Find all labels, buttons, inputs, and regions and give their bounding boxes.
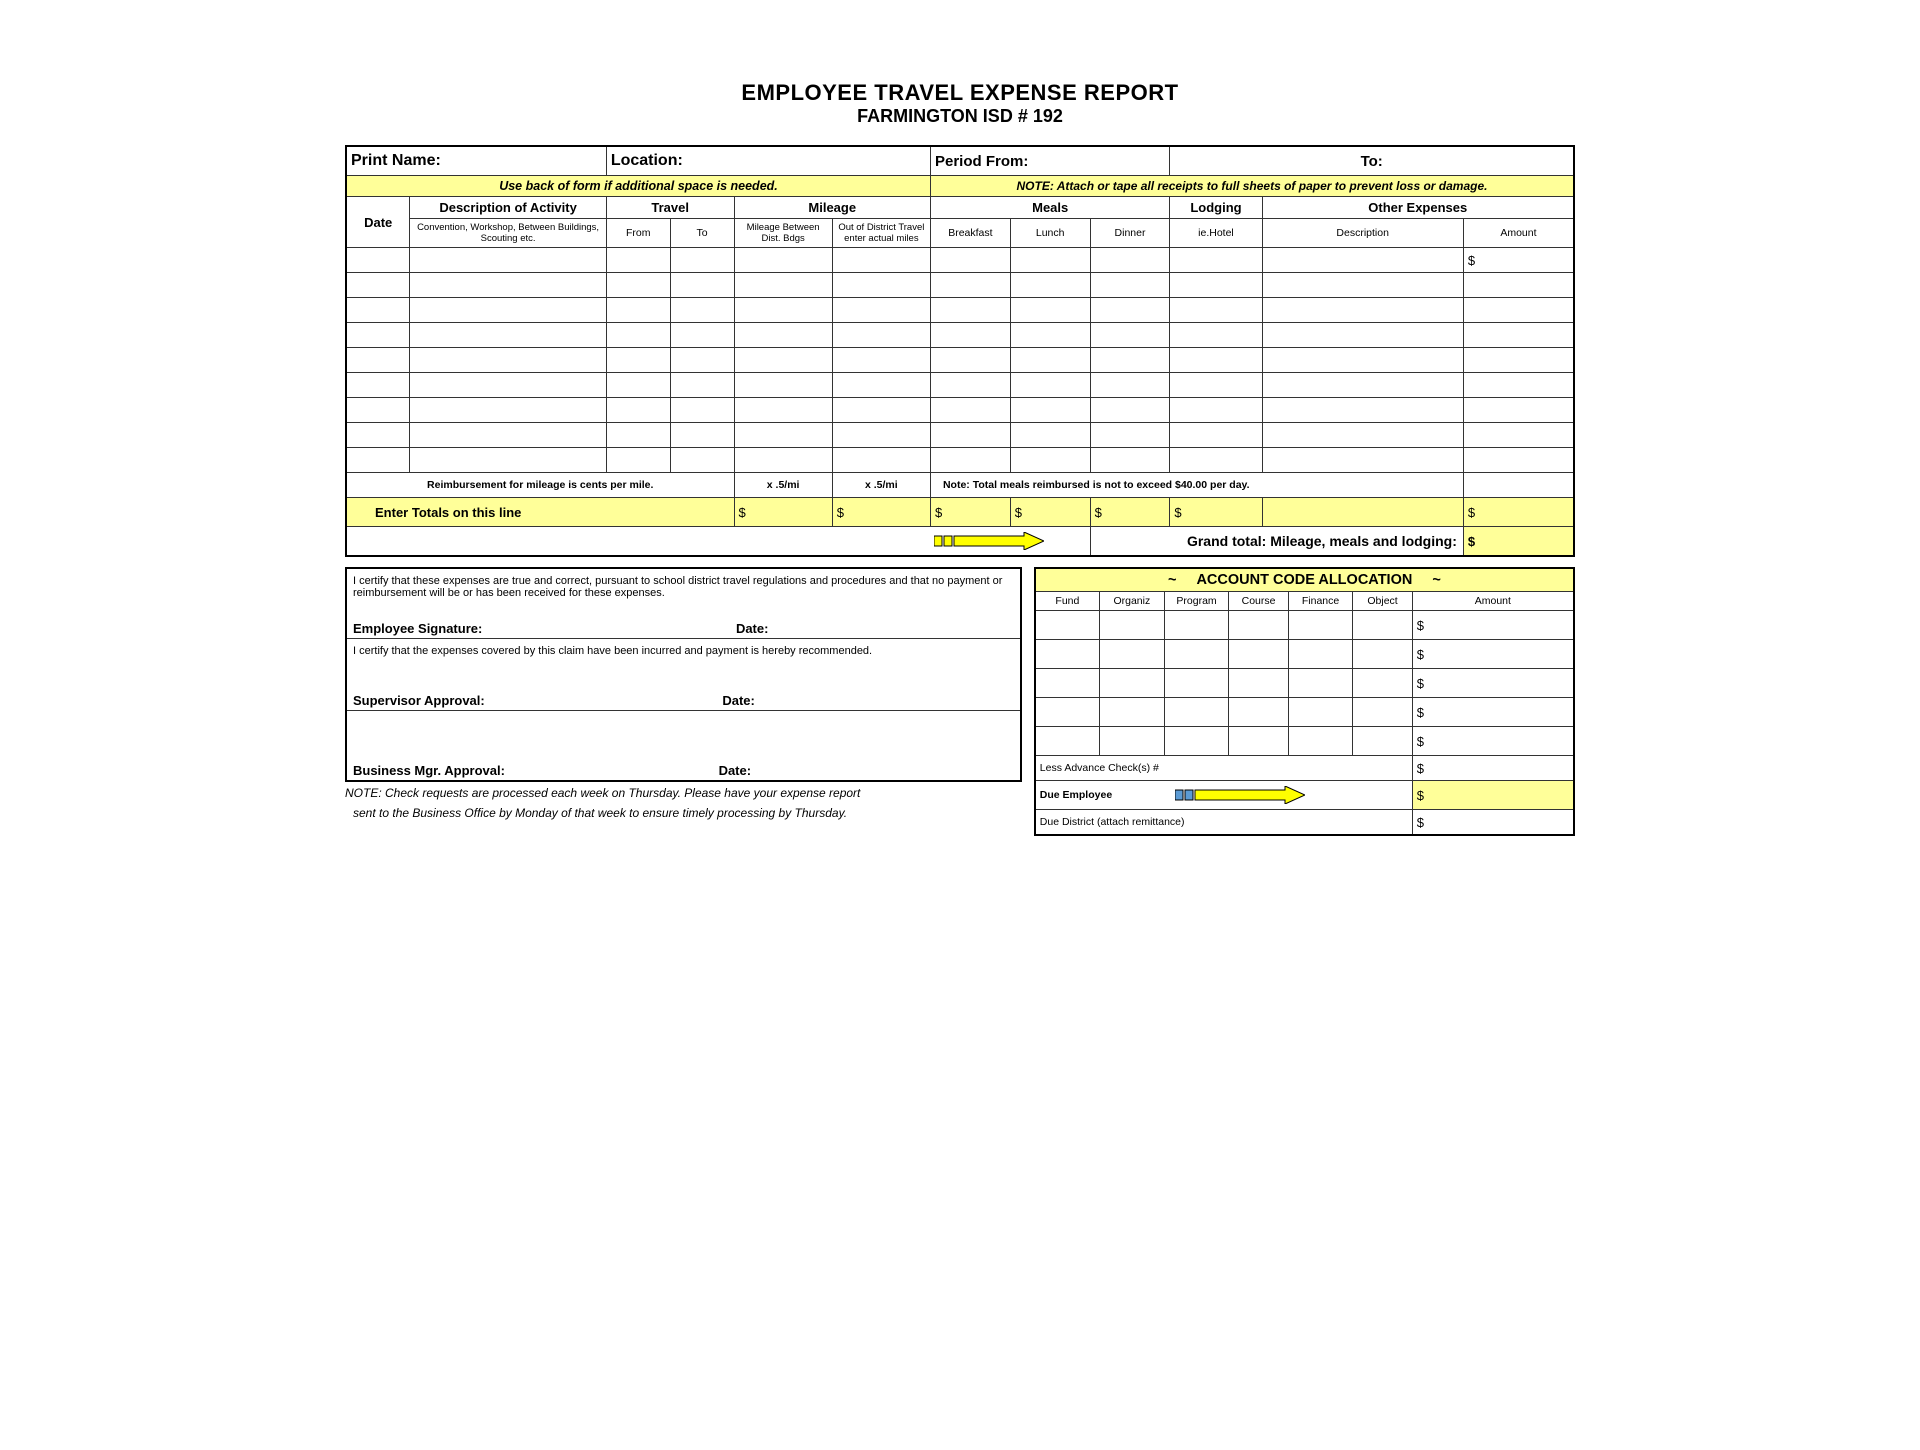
col-breakfast: Breakfast bbox=[930, 219, 1010, 248]
rate1: x .5/mi bbox=[734, 473, 832, 498]
meals-note: Note: Total meals reimbursed is not to e… bbox=[930, 473, 1463, 498]
main-table: Print Name: Location: Period From: To: U… bbox=[345, 145, 1575, 557]
table-row[interactable] bbox=[346, 448, 1574, 473]
cert2: I certify that the expenses covered by t… bbox=[346, 639, 1021, 658]
col-to: To bbox=[670, 219, 734, 248]
col-amount: Amount bbox=[1463, 219, 1574, 248]
col-mileage: Mileage bbox=[734, 197, 930, 219]
col-lunch: Lunch bbox=[1010, 219, 1090, 248]
report-title: EMPLOYEE TRAVEL EXPENSE REPORT bbox=[345, 80, 1575, 106]
period-from-label: Period From: bbox=[930, 146, 1169, 176]
arrow-left-icon bbox=[934, 532, 1044, 550]
alloc-program: Program bbox=[1164, 592, 1229, 611]
alloc-fund: Fund bbox=[1035, 592, 1100, 611]
alloc-row[interactable]: $ bbox=[1035, 611, 1574, 640]
total-dinner[interactable]: $ bbox=[1090, 498, 1170, 527]
sup-label: Supervisor Approval: bbox=[353, 693, 485, 708]
reimb-note: Reimbursement for mileage is cents per m… bbox=[346, 473, 734, 498]
col-other: Other Expenses bbox=[1262, 197, 1574, 219]
col-travel: Travel bbox=[606, 197, 734, 219]
less-advance: Less Advance Check(s) # bbox=[1035, 756, 1412, 781]
grand-total-label: Grand total: Mileage, meals and lodging: bbox=[1090, 527, 1463, 557]
total-lunch[interactable]: $ bbox=[1010, 498, 1090, 527]
table-row[interactable] bbox=[346, 423, 1574, 448]
location-label: Location: bbox=[606, 146, 930, 176]
col-mileage-between: Mileage Between Dist. Bdgs bbox=[734, 219, 832, 248]
col-mileage-out: Out of District Travel enter actual mile… bbox=[832, 219, 930, 248]
total-mileage1[interactable]: $ bbox=[734, 498, 832, 527]
sup-date: Date: bbox=[722, 693, 755, 708]
total-mileage2[interactable]: $ bbox=[832, 498, 930, 527]
col-from: From bbox=[606, 219, 670, 248]
banner-left: Use back of form if additional space is … bbox=[346, 176, 930, 197]
table-row[interactable] bbox=[346, 373, 1574, 398]
alloc-row[interactable]: $ bbox=[1035, 669, 1574, 698]
alloc-course: Course bbox=[1229, 592, 1288, 611]
col-date: Date bbox=[346, 197, 410, 248]
total-breakfast[interactable]: $ bbox=[930, 498, 1010, 527]
alloc-row[interactable]: $ bbox=[1035, 727, 1574, 756]
amount-cell[interactable]: $ bbox=[1463, 248, 1574, 273]
table-row[interactable] bbox=[346, 273, 1574, 298]
alloc-amount: Amount bbox=[1412, 592, 1574, 611]
banner-right: NOTE: Attach or tape all receipts to ful… bbox=[930, 176, 1574, 197]
col-meals: Meals bbox=[930, 197, 1169, 219]
total-amount[interactable]: $ bbox=[1463, 498, 1574, 527]
cert1: I certify that these expenses are true a… bbox=[346, 568, 1021, 599]
table-row[interactable] bbox=[346, 323, 1574, 348]
alloc-row[interactable]: $ bbox=[1035, 640, 1574, 669]
arrow-right-icon bbox=[1175, 786, 1305, 804]
table-row[interactable]: $ bbox=[346, 248, 1574, 273]
alloc-finance: Finance bbox=[1288, 592, 1353, 611]
emp-sig-label: Employee Signature: bbox=[353, 621, 482, 636]
period-to-label: To: bbox=[1170, 146, 1574, 176]
due-district: Due District (attach remittance) bbox=[1035, 810, 1412, 836]
col-dinner: Dinner bbox=[1090, 219, 1170, 248]
bus-label: Business Mgr. Approval: bbox=[353, 763, 505, 778]
print-name-label: Print Name: bbox=[346, 146, 606, 176]
col-desc: Description of Activity bbox=[410, 197, 606, 219]
due-employee: Due Employee bbox=[1035, 781, 1412, 810]
total-lodging[interactable]: $ bbox=[1170, 498, 1262, 527]
alloc-row[interactable]: $ bbox=[1035, 698, 1574, 727]
alloc-object: Object bbox=[1353, 592, 1412, 611]
table-row[interactable] bbox=[346, 398, 1574, 423]
table-row[interactable] bbox=[346, 348, 1574, 373]
bottom-table: I certify that these expenses are true a… bbox=[345, 567, 1575, 836]
col-lodging: Lodging bbox=[1170, 197, 1262, 219]
processing-note2: sent to the Business Office by Monday of… bbox=[345, 806, 1022, 820]
report-subtitle: FARMINGTON ISD # 192 bbox=[345, 106, 1575, 127]
processing-note1: NOTE: Check requests are processed each … bbox=[345, 786, 1022, 800]
alloc-title: ~ACCOUNT CODE ALLOCATION~ bbox=[1035, 568, 1574, 592]
bus-date: Date: bbox=[719, 763, 752, 778]
col-desc-sub: Convention, Workshop, Between Buildings,… bbox=[410, 219, 606, 248]
totals-label: Enter Totals on this line bbox=[346, 498, 734, 527]
col-lodging-sub: ie.Hotel bbox=[1170, 219, 1262, 248]
col-other-desc: Description bbox=[1262, 219, 1463, 248]
rate2: x .5/mi bbox=[832, 473, 930, 498]
emp-sig-date: Date: bbox=[736, 621, 769, 636]
table-row[interactable] bbox=[346, 298, 1574, 323]
alloc-organiz: Organiz bbox=[1100, 592, 1165, 611]
grand-total-amount[interactable]: $ bbox=[1463, 527, 1574, 557]
